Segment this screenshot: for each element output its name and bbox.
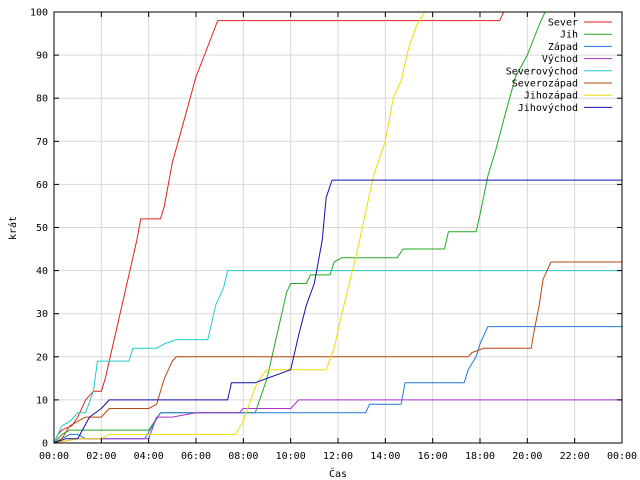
y-tick-label: 80 bbox=[36, 94, 48, 105]
y-tick-label: 20 bbox=[36, 352, 48, 363]
x-tick-label: 00:00 bbox=[607, 451, 637, 462]
x-tick-label: 20:00 bbox=[512, 451, 542, 462]
x-tick-label: 22:00 bbox=[560, 451, 590, 462]
series-line bbox=[53, 399, 622, 444]
legend-label: Jihozápad bbox=[524, 90, 578, 102]
x-tick-label: 08:00 bbox=[228, 451, 258, 462]
series-lines bbox=[53, 11, 622, 444]
x-axis: 00:00 02:00 04:00 06:00 08:00 10:00 12:00 14:00… bbox=[39, 12, 637, 462]
y-tick-label: 100 bbox=[30, 8, 48, 19]
x-tick-label: 18:00 bbox=[465, 451, 495, 462]
legend-label: Sever bbox=[548, 18, 578, 29]
legend-label: Východ bbox=[542, 53, 578, 65]
x-axis-label: Čas bbox=[329, 467, 347, 480]
y-tick-label: 90 bbox=[36, 51, 48, 62]
y-tick-label: 0 bbox=[42, 439, 48, 450]
legend-label: Západ bbox=[548, 41, 578, 53]
series-line bbox=[53, 270, 622, 444]
series-line bbox=[53, 11, 426, 444]
y-tick-label: 50 bbox=[36, 223, 48, 234]
legend-label: Jih bbox=[560, 30, 578, 41]
x-tick-label: 12:00 bbox=[323, 451, 353, 462]
y-axis: 0 10 20 30 40 50 60 70 80 90 100 bbox=[30, 8, 622, 450]
x-tick-label: 10:00 bbox=[276, 451, 306, 462]
y-tick-label: 10 bbox=[36, 395, 48, 406]
series-line bbox=[53, 261, 622, 444]
series-line bbox=[53, 179, 622, 444]
series-line bbox=[53, 11, 505, 444]
legend-label: Severozápad bbox=[512, 78, 578, 90]
x-tick-label: 16:00 bbox=[418, 451, 448, 462]
x-tick-label: 06:00 bbox=[181, 451, 211, 462]
y-axis-label: krát bbox=[7, 216, 19, 240]
y-tick-label: 40 bbox=[36, 266, 48, 277]
y-tick-label: 70 bbox=[36, 137, 48, 148]
legend-label: Jihovýchod bbox=[518, 102, 578, 114]
x-tick-label: 14:00 bbox=[370, 451, 400, 462]
series-line bbox=[53, 326, 622, 444]
x-tick-label: 04:00 bbox=[134, 451, 164, 462]
x-tick-label: 02:00 bbox=[86, 451, 116, 462]
y-tick-label: 30 bbox=[36, 309, 48, 320]
y-tick-label: 60 bbox=[36, 180, 48, 191]
x-tick-label: 00:00 bbox=[39, 451, 69, 462]
legend-label: Severovýchod bbox=[506, 65, 578, 77]
legend: SeverJihZápadVýchodSeverovýchodSeverozáp… bbox=[506, 18, 612, 114]
